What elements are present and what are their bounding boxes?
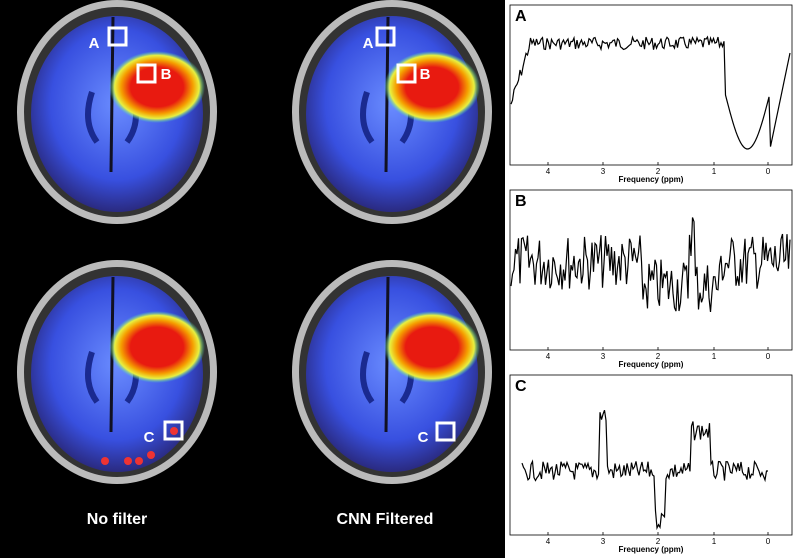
spectrum-line <box>521 409 768 531</box>
spectrum-axes <box>509 4 793 166</box>
mri-slice <box>17 260 217 484</box>
marker-label: A <box>363 35 374 52</box>
spectrum-line <box>510 217 791 312</box>
marker-label: A <box>89 35 100 52</box>
x-tick-label: 0 <box>766 352 771 361</box>
x-tick-label: 3 <box>601 167 606 176</box>
panel-label: A <box>515 8 527 25</box>
spectrum-axes <box>509 189 793 351</box>
x-tick-label: 2 <box>656 352 661 361</box>
x-tick-label: 3 <box>601 537 606 546</box>
x-tick-label: 3 <box>601 352 606 361</box>
x-tick-label: 0 <box>766 167 771 176</box>
mri-slice <box>17 0 217 224</box>
x-tick-label: 4 <box>546 352 551 361</box>
x-tick-label: 4 <box>546 167 551 176</box>
spectrum-line <box>510 35 791 150</box>
x-tick-label: 2 <box>656 167 661 176</box>
marker-label: C <box>144 429 155 446</box>
x-tick-label: 1 <box>712 352 717 361</box>
panel-label: B <box>515 193 527 210</box>
image-caption: CNN Filtered <box>337 511 434 528</box>
x-axis-label: Frequency (ppm) <box>619 360 684 369</box>
mri-slice <box>292 0 492 224</box>
mri-slice <box>292 260 492 484</box>
spectrum-axes <box>509 374 793 536</box>
x-axis-label: Frequency (ppm) <box>619 545 684 554</box>
artifact-spots <box>101 427 178 465</box>
x-tick-label: 1 <box>712 537 717 546</box>
marker-label: B <box>420 66 431 83</box>
x-tick-label: 0 <box>766 537 771 546</box>
panel-label: C <box>515 378 527 395</box>
x-tick-label: 1 <box>712 167 717 176</box>
marker-label: B <box>161 66 172 83</box>
voxel-markers <box>107 26 456 442</box>
x-tick-label: 2 <box>656 537 661 546</box>
x-tick-label: 4 <box>546 537 551 546</box>
marker-label: C <box>418 429 429 446</box>
x-axis-label: Frequency (ppm) <box>619 175 684 184</box>
image-caption: No filter <box>87 511 147 528</box>
